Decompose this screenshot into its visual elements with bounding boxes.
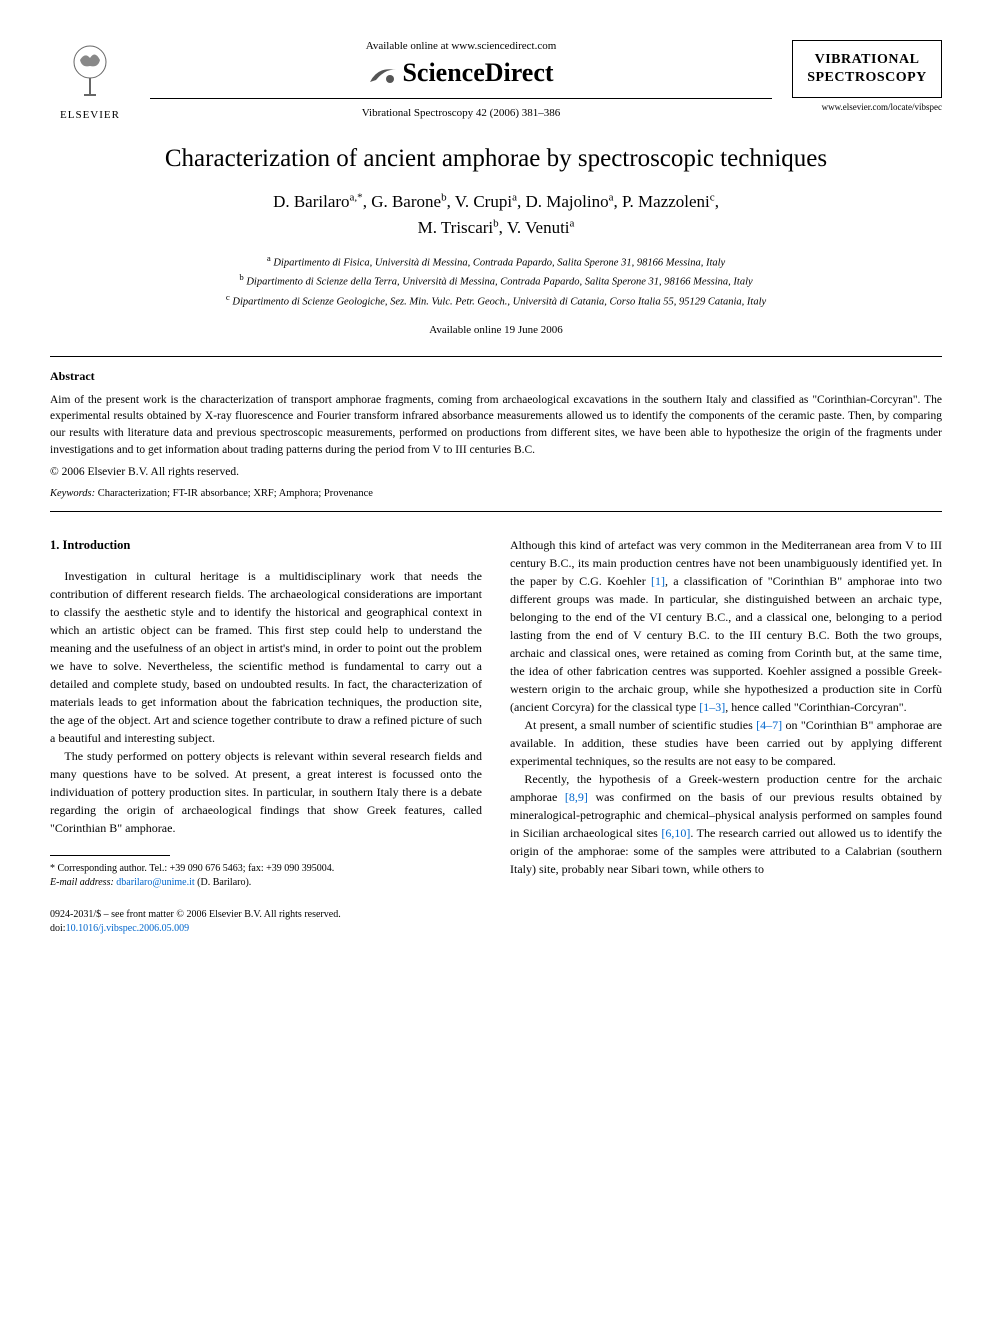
journal-title-box: VIBRATIONAL SPECTROSCOPY [792, 40, 942, 98]
publisher-name: ELSEVIER [50, 109, 130, 121]
page-header: ELSEVIER Available online at www.science… [50, 40, 942, 121]
abstract-heading: Abstract [50, 369, 942, 384]
intro-p4: At present, a small number of scientific… [510, 716, 942, 770]
date-available: Available online 19 June 2006 [50, 324, 942, 336]
left-column: 1. Introduction Investigation in cultura… [50, 536, 482, 936]
ref-4-7[interactable]: [4–7] [756, 718, 782, 732]
intro-p1: Investigation in cultural heritage is a … [50, 567, 482, 747]
intro-p2: The study performed on pottery objects i… [50, 747, 482, 837]
ref-6-10[interactable]: [6,10] [661, 826, 690, 840]
publisher-logo: ELSEVIER [50, 40, 130, 121]
email-author: (D. Barilaro). [197, 877, 251, 888]
authors-line1: D. Barilaroa,*, G. Baroneb, V. Crupia, D… [273, 192, 719, 211]
email-label: E-mail address: [50, 877, 114, 888]
keywords: Keywords: Characterization; FT-IR absorb… [50, 488, 942, 499]
sciencedirect-swoosh-icon [368, 62, 398, 88]
affiliation-c: c Dipartimento di Scienze Geologiche, Se… [50, 291, 942, 310]
affiliation-b: b Dipartimento di Scienze della Terra, U… [50, 271, 942, 290]
article-title: Characterization of ancient amphorae by … [50, 145, 942, 173]
authors: D. Barilaroa,*, G. Baroneb, V. Crupia, D… [50, 189, 942, 240]
doi-label: doi: [50, 923, 66, 934]
body-columns: 1. Introduction Investigation in cultura… [50, 536, 942, 936]
journal-url: www.elsevier.com/locate/vibspec [792, 102, 942, 112]
email-link[interactable]: dbarilaro@unime.it [116, 877, 194, 888]
journal-box-wrapper: VIBRATIONAL SPECTROSCOPY www.elsevier.co… [792, 40, 942, 112]
issn-line: 0924-2031/$ – see front matter © 2006 El… [50, 908, 482, 922]
elsevier-tree-icon [60, 40, 120, 100]
footer-meta: 0924-2031/$ – see front matter © 2006 El… [50, 908, 482, 936]
abstract-text: Aim of the present work is the character… [50, 392, 942, 459]
keywords-text: Characterization; FT-IR absorbance; XRF;… [98, 488, 373, 499]
keywords-label: Keywords: [50, 488, 95, 499]
sciencedirect-text: ScienceDirect [402, 58, 553, 87]
journal-name-line1: VIBRATIONAL [801, 51, 933, 69]
intro-p5: Recently, the hypothesis of a Greek-west… [510, 770, 942, 878]
right-column: Although this kind of artefact was very … [510, 536, 942, 936]
intro-heading: 1. Introduction [50, 536, 482, 555]
doi-line: doi:10.1016/j.vibspec.2006.05.009 [50, 922, 482, 936]
center-header: Available online at www.sciencedirect.co… [130, 40, 792, 119]
affiliation-a: a Dipartimento di Fisica, Università di … [50, 252, 942, 271]
corresponding-footnote: * Corresponding author. Tel.: +39 090 67… [50, 862, 482, 876]
doi-link[interactable]: 10.1016/j.vibspec.2006.05.009 [66, 923, 190, 934]
sciencedirect-logo: ScienceDirect [150, 58, 772, 88]
intro-p3: Although this kind of artefact was very … [510, 536, 942, 716]
authors-line2: M. Triscarib, V. Venutia [418, 218, 575, 237]
journal-reference: Vibrational Spectroscopy 42 (2006) 381–3… [150, 107, 772, 119]
available-online-text: Available online at www.sciencedirect.co… [150, 40, 772, 52]
ref-1[interactable]: [1] [651, 574, 665, 588]
email-footnote: E-mail address: dbarilaro@unime.it (D. B… [50, 876, 482, 890]
affiliations: a Dipartimento di Fisica, Università di … [50, 252, 942, 310]
ref-8-9[interactable]: [8,9] [565, 790, 588, 804]
abstract-copyright: © 2006 Elsevier B.V. All rights reserved… [50, 466, 942, 478]
journal-name-line2: SPECTROSCOPY [801, 69, 933, 87]
ref-1-3[interactable]: [1–3] [699, 700, 725, 714]
